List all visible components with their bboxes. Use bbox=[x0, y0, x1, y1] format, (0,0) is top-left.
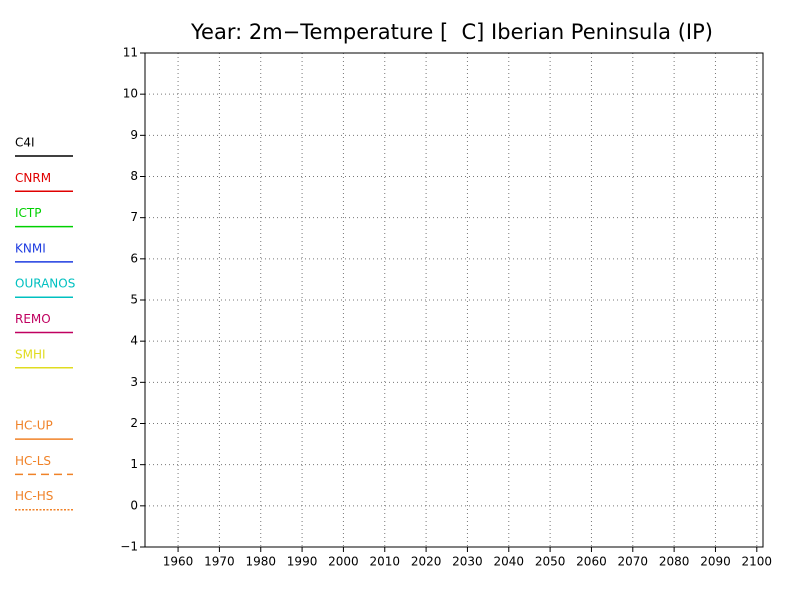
legend-label: REMO bbox=[15, 312, 51, 326]
y-tick-label: 5 bbox=[130, 293, 138, 307]
y-tick-label: 7 bbox=[130, 210, 138, 224]
x-tick-label: 2000 bbox=[328, 555, 359, 569]
legend-label: HC-UP bbox=[15, 419, 53, 433]
legend-label: OURANOS bbox=[15, 277, 75, 291]
x-tick-label: 1970 bbox=[204, 555, 235, 569]
y-tick-label: 6 bbox=[130, 251, 138, 265]
x-tick-label: 2010 bbox=[369, 555, 400, 569]
plot-frame bbox=[144, 52, 764, 548]
y-tick-label: 8 bbox=[130, 169, 138, 183]
y-tick-label: 2 bbox=[130, 416, 138, 430]
x-tick-label: 1980 bbox=[245, 555, 276, 569]
x-tick-label: 2040 bbox=[493, 555, 524, 569]
x-tick-label: 2070 bbox=[618, 555, 649, 569]
legend-label: ICTP bbox=[15, 206, 41, 220]
x-tick-label: 2090 bbox=[700, 555, 731, 569]
x-tick-label: 1990 bbox=[287, 555, 318, 569]
legend-label: CNRM bbox=[15, 171, 51, 185]
legend-label: C4I bbox=[15, 136, 35, 150]
y-tick-label: 9 bbox=[130, 128, 138, 142]
x-tick-label: 2100 bbox=[742, 555, 773, 569]
x-tick-label: 1960 bbox=[163, 555, 194, 569]
legend-label: HC-LS bbox=[15, 454, 51, 468]
x-tick-label: 2080 bbox=[659, 555, 690, 569]
y-tick-label: −1 bbox=[120, 540, 138, 554]
x-tick-label: 2030 bbox=[452, 555, 483, 569]
x-tick-label: 2060 bbox=[576, 555, 607, 569]
legend-label: HC-HS bbox=[15, 489, 53, 503]
legend-label: KNMI bbox=[15, 241, 46, 255]
chart-title: Year: 2m−Temperature [ C] Iberian Penins… bbox=[190, 20, 713, 44]
y-tick-label: 4 bbox=[130, 334, 138, 348]
x-tick-label: 2050 bbox=[535, 555, 566, 569]
y-tick-label: 0 bbox=[130, 498, 138, 512]
y-tick-label: 10 bbox=[123, 87, 138, 101]
y-tick-label: 11 bbox=[123, 46, 138, 60]
y-tick-label: 1 bbox=[130, 457, 138, 471]
x-tick-label: 2020 bbox=[411, 555, 442, 569]
legend-label: SMHI bbox=[15, 347, 46, 361]
y-tick-label: 3 bbox=[130, 375, 138, 389]
